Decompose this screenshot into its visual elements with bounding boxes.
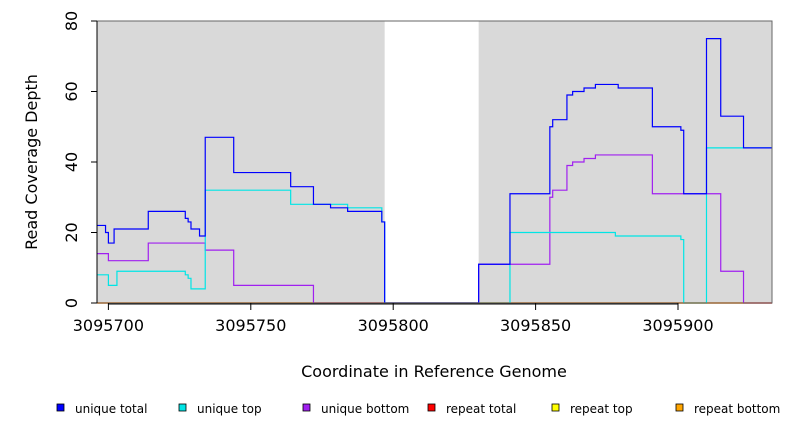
y-axis-title: Read Coverage Depth	[22, 74, 41, 250]
series-line-unique-top	[97, 147, 772, 304]
legend-label-repeat-total: repeat total	[446, 402, 516, 416]
y-tick-label: 60	[62, 81, 81, 101]
shaded-region-2	[478, 21, 772, 303]
legend-label-unique-total: unique total	[75, 402, 147, 416]
legend-label-unique-bottom: unique bottom	[321, 402, 409, 416]
y-tick-label: 80	[62, 11, 81, 31]
x-tick-label: 3095850	[500, 316, 571, 335]
legend-swatch-repeat-top	[551, 403, 560, 412]
series-line-unique-total	[97, 38, 772, 304]
legend-swatch-unique-total	[56, 403, 65, 412]
legend-label-repeat-top: repeat top	[570, 402, 633, 416]
x-tick-label: 3095800	[358, 316, 429, 335]
legend: unique total unique top unique bottom repea…	[56, 402, 780, 416]
y-tick-label: 20	[62, 222, 81, 242]
legend-swatch-unique-bottom	[302, 403, 311, 412]
legend-swatch-unique-top	[178, 403, 187, 412]
x-tick-label: 3095700	[73, 316, 144, 335]
shaded-background	[97, 21, 772, 303]
x-tick-label: 3095750	[215, 316, 286, 335]
x-axis: 3095700 3095750 3095800 3095850 3095900	[73, 303, 714, 335]
shaded-region-1	[97, 21, 385, 303]
legend-label-unique-top: unique top	[197, 402, 262, 416]
legend-swatch-repeat-total	[427, 403, 436, 412]
x-axis-title: Coordinate in Reference Genome	[301, 362, 567, 381]
y-axis: 0 20 40 60 80	[62, 11, 98, 308]
series-line-unique-bottom	[97, 154, 772, 304]
y-tick-label: 40	[62, 152, 81, 172]
x-tick-label: 3095900	[642, 316, 713, 335]
legend-swatch-repeat-bottom	[675, 403, 684, 412]
y-tick-label: 0	[62, 298, 81, 308]
legend-label-repeat-bottom: repeat bottom	[694, 402, 780, 416]
